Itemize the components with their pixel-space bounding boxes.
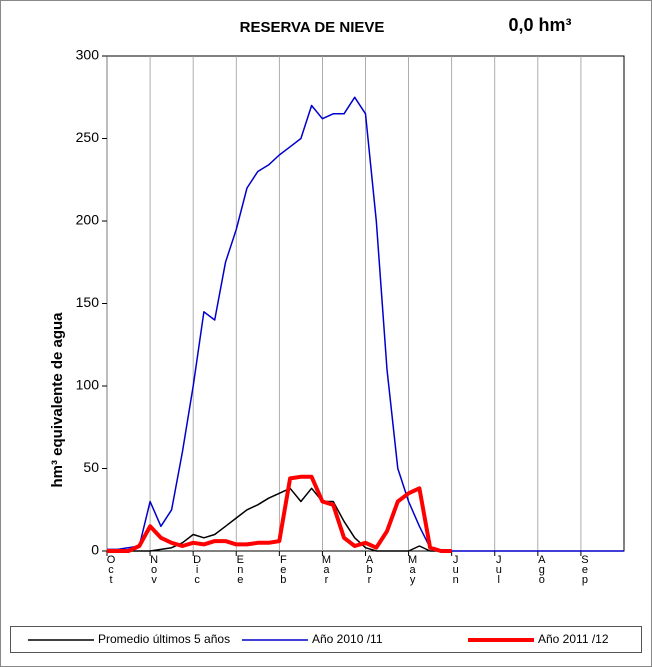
- x-tick-label: Ene: [234, 554, 246, 584]
- x-tick-label: Abr: [364, 554, 376, 584]
- series-line: [107, 96, 624, 552]
- y-axis-label: hm³ equivalente de agua: [49, 312, 66, 488]
- series-line: [107, 487, 452, 552]
- legend-label: Año 2011 /12: [538, 632, 609, 646]
- y-tick-label: 0: [91, 542, 99, 558]
- y-tick-label: 50: [83, 459, 99, 475]
- chart-title: RESERVA DE NIEVE: [240, 19, 385, 36]
- y-tick-label: 100: [76, 377, 100, 393]
- y-tick-label: 250: [76, 129, 100, 145]
- annotation: 0,0 hm³: [508, 15, 571, 35]
- y-tick-label: 200: [76, 212, 100, 228]
- legend-box: [10, 626, 642, 653]
- x-tick-label: Ago: [536, 554, 548, 584]
- legend-label: Año 2010 /11: [312, 632, 383, 646]
- legend-label: Promedio últimos 5 años: [98, 632, 230, 646]
- x-tick-label: May: [407, 554, 419, 585]
- x-tick-label: Dic: [191, 554, 203, 584]
- x-tick-label: Sep: [579, 554, 591, 585]
- x-tick-label: Feb: [277, 554, 289, 584]
- x-tick-label: Mar: [320, 554, 332, 584]
- series-line: [107, 474, 452, 553]
- x-tick-label: Jun: [450, 554, 462, 584]
- x-tick-label: Oct: [105, 554, 117, 584]
- y-tick-label: 300: [76, 47, 100, 63]
- y-tick-label: 150: [76, 294, 100, 310]
- x-tick-label: Nov: [148, 554, 160, 584]
- x-tick-label: Jul: [493, 554, 505, 584]
